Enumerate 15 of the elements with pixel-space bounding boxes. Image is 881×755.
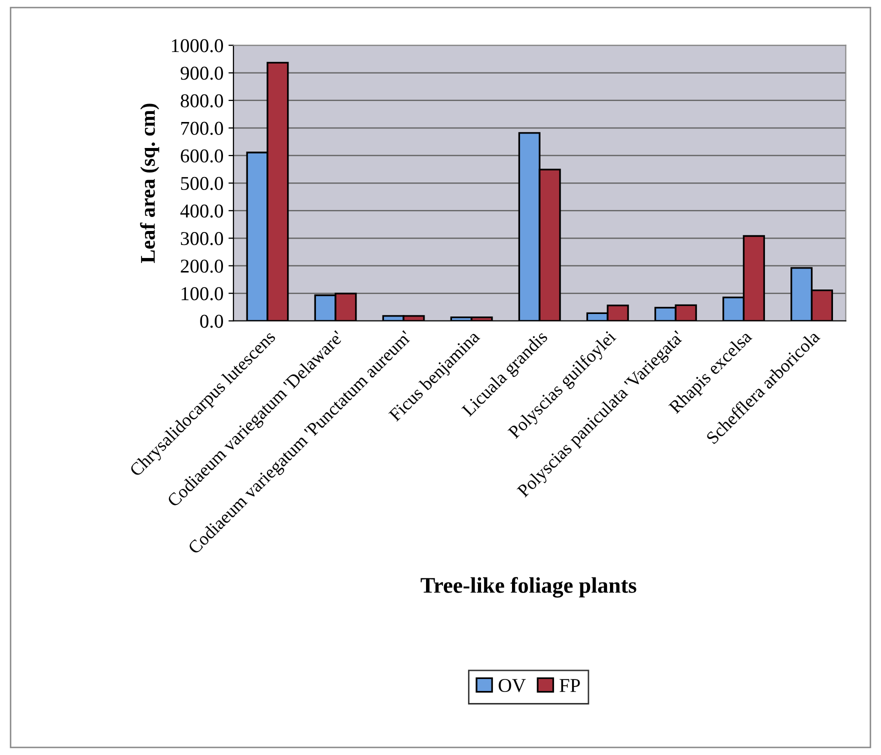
y-tick-label: 1000.0 xyxy=(172,39,223,52)
y-tick-label: 100.0 xyxy=(182,287,223,300)
legend-label: FP xyxy=(560,679,580,692)
x-axis-title: Tree-like foliage plants xyxy=(420,577,636,598)
y-tick-label: 700.0 xyxy=(181,122,223,135)
y-tick-label: 900.0 xyxy=(180,66,223,80)
y-tick-label: 400.0 xyxy=(180,204,223,218)
y-tick-label: 800.0 xyxy=(180,94,223,108)
y-tick-label: 200.0 xyxy=(180,260,223,273)
y-axis-title: Leaf area (sq. cm) xyxy=(140,104,160,263)
y-tick-label: 500.0 xyxy=(181,176,223,190)
y-tick-label: 600.0 xyxy=(180,149,223,163)
y-tick-label: 0.0 xyxy=(200,314,223,328)
legend-label: OV xyxy=(498,678,526,692)
y-tick-label: 300.0 xyxy=(180,232,223,246)
